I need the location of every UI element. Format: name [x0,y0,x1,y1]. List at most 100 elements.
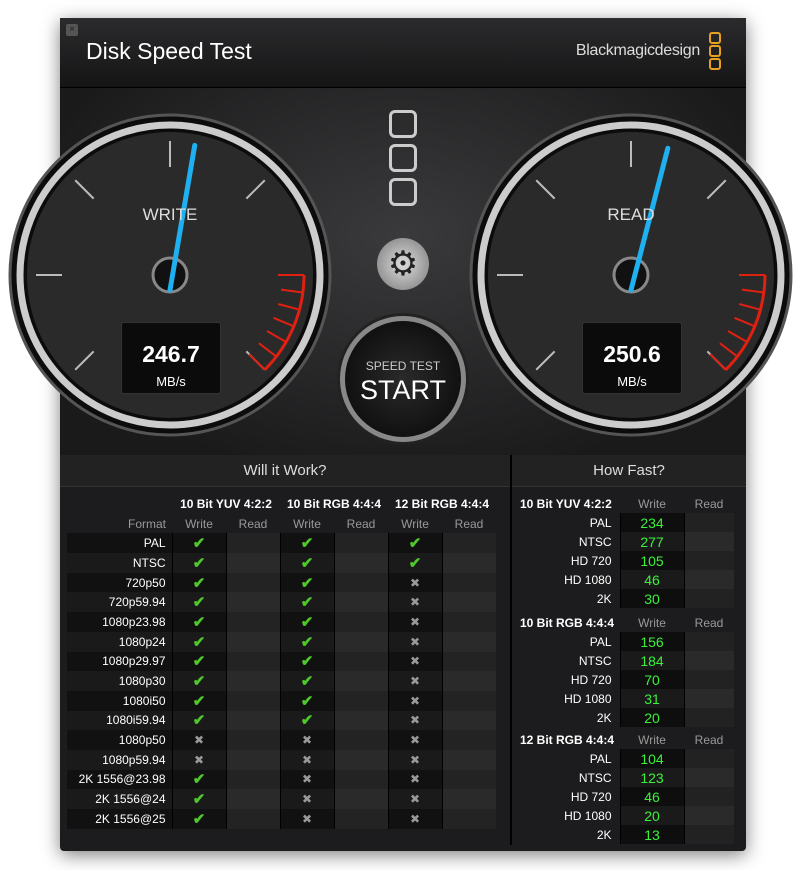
write-fps: 20 [619,708,684,727]
format-name: HD 720 [570,553,612,568]
check-icon: ✔ [300,653,314,671]
format-name: 2K [596,827,612,842]
table-row: 2K 1556@23.98 ✔ ✖ ✖ [67,769,496,790]
format-name: HD 1080 [564,691,612,706]
cross-icon: ✖ [409,654,421,669]
read-gauge-label: READ [607,205,655,224]
how-fast-table: 10 Bit YUV 4:2:2 Write Read PAL 234 NTSC 277 HD… [520,494,734,608]
write-fps: 70 [619,670,684,689]
format-name: 1080p29.97 [67,651,172,672]
format-name: 2K 1556@23.98 [67,769,172,790]
format-name: PAL [67,533,172,554]
cross-icon: ✖ [409,772,421,787]
check-icon: ✔ [192,594,206,612]
cross-icon: ✖ [409,713,421,728]
check-icon: ✔ [192,810,206,828]
read-result-cell [333,690,388,711]
read-result-cell [441,671,496,691]
check-icon: ✔ [300,673,314,691]
group-name: 10 Bit RGB 4:4:4 [520,615,615,630]
group-header: 10 Bit YUV 4:2:2 [180,496,272,511]
read-header: Read [454,516,484,531]
read-speed-value: 250.6 [603,341,661,367]
cross-icon: ✖ [193,752,205,767]
logo-square-icon [389,144,417,172]
write-fps: 277 [619,532,684,551]
write-header: Write [401,516,429,531]
table-row: 1080i50 ✔ ✔ ✖ [67,690,496,711]
cross-icon: ✖ [301,811,313,826]
write-readout: 246.7 MB/s [121,322,221,394]
check-icon: ✔ [192,673,206,691]
cross-icon: ✖ [301,792,313,807]
table-row: HD 1080 46 [520,570,734,589]
format-name: 2K [596,591,612,606]
write-header: Write [638,496,666,511]
cross-icon: ✖ [409,575,421,590]
format-name: HD 720 [570,672,612,687]
how-fast-table: 12 Bit RGB 4:4:4 Write Read PAL 104 NTSC 123 HD… [520,730,734,844]
check-icon: ✔ [192,791,206,809]
table-row: PAL 104 [520,749,734,768]
read-result-cell [441,533,496,554]
check-icon: ✔ [300,692,314,710]
table-row: HD 1080 20 [520,806,734,825]
read-result-cell [333,730,388,750]
read-fps [683,589,734,608]
format-name: HD 1080 [564,572,612,587]
read-result-cell [225,553,280,573]
format-name: PAL [589,751,612,766]
table-row: 1080p23.98 ✔ ✔ ✖ [67,612,496,632]
read-result-cell [225,730,280,750]
read-fps [683,651,734,670]
format-name: 1080p50 [67,730,172,750]
cross-icon: ✖ [409,674,421,689]
read-readout: 250.6 MB/s [582,322,682,394]
read-result-cell [225,612,280,632]
read-fps [683,513,734,532]
check-icon: ✔ [192,613,206,631]
read-result-cell [225,533,280,554]
cross-icon: ✖ [409,792,421,807]
read-result-cell [333,710,388,731]
read-result-cell [225,671,280,691]
check-icon: ✔ [300,633,314,651]
write-gauge-label: WRITE [142,205,198,224]
start-button[interactable]: SPEED TEST START [340,316,466,442]
read-result-cell [333,631,388,652]
cross-icon: ✖ [193,733,205,748]
write-speed-value: 246.7 [142,341,200,367]
close-icon[interactable]: × [66,24,78,36]
read-result-cell [225,592,280,613]
logo-square-icon [389,110,417,138]
read-fps [683,532,734,551]
table-row: HD 1080 31 [520,689,734,708]
write-fps: 123 [619,768,684,787]
table-row: 1080p24 ✔ ✔ ✖ [67,631,496,652]
check-icon: ✔ [300,554,314,572]
check-icon: ✔ [300,594,314,612]
table-row: 1080p29.97 ✔ ✔ ✖ [67,651,496,672]
cross-icon: ✖ [409,595,421,610]
format-name: 720p50 [67,572,172,593]
read-fps [683,768,734,787]
write-fps: 184 [619,651,684,670]
read-fps [683,708,734,727]
write-fps: 46 [619,570,684,589]
read-fps [683,825,734,844]
cross-icon: ✖ [409,733,421,748]
read-result-cell [333,592,388,613]
read-result-cell [225,749,280,770]
read-fps [683,689,734,708]
read-result-cell [441,769,496,790]
check-icon: ✔ [300,613,314,631]
read-result-cell [441,730,496,750]
settings-gear-icon[interactable]: ⚙ [377,238,429,290]
format-name: 1080p59.94 [67,749,172,770]
read-result-cell [225,631,280,652]
read-result-cell [333,789,388,809]
write-header: Write [293,516,321,531]
format-name: 2K [596,710,612,725]
check-icon: ✔ [192,712,206,730]
read-result-cell [333,749,388,770]
